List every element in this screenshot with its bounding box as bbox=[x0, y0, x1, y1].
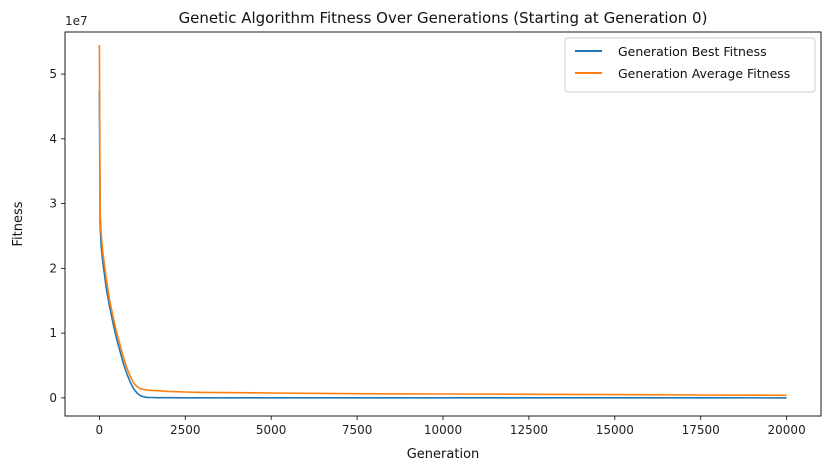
y-tick-label: 2 bbox=[49, 261, 57, 275]
x-tick-label: 12500 bbox=[510, 423, 548, 437]
chart-title: Genetic Algorithm Fitness Over Generatio… bbox=[179, 9, 708, 27]
y-tick-label: 1 bbox=[49, 326, 57, 340]
x-axis-label: Generation bbox=[407, 447, 480, 462]
x-axis-ticks: 0 2500 5000 7500 10000 12500 15000 17500 20000 bbox=[96, 416, 806, 437]
y-axis-multiplier: 1e7 bbox=[65, 14, 88, 28]
y-tick-label: 0 bbox=[49, 391, 57, 405]
y-tick-label: 4 bbox=[49, 132, 57, 146]
x-tick-label: 5000 bbox=[256, 423, 287, 437]
x-tick-label: 15000 bbox=[596, 423, 634, 437]
y-tick-label: 3 bbox=[49, 197, 57, 211]
x-tick-label: 20000 bbox=[768, 423, 806, 437]
x-tick-label: 2500 bbox=[170, 423, 201, 437]
legend-label-average: Generation Average Fitness bbox=[618, 66, 790, 81]
legend-label-best: Generation Best Fitness bbox=[618, 44, 767, 59]
x-tick-label: 7500 bbox=[342, 423, 373, 437]
y-axis-label: Fitness bbox=[11, 201, 26, 246]
legend: Generation Best Fitness Generation Avera… bbox=[564, 37, 816, 93]
series-line-best bbox=[98, 90, 787, 399]
y-tick-label: 5 bbox=[49, 67, 57, 81]
plot-area bbox=[64, 31, 822, 417]
series-layer bbox=[98, 44, 787, 399]
y-axis-ticks: 0 1 2 3 4 5 bbox=[49, 67, 65, 405]
legend-box bbox=[564, 37, 816, 93]
x-tick-label: 0 bbox=[96, 423, 104, 437]
series-line-average bbox=[98, 44, 787, 397]
x-tick-label: 10000 bbox=[424, 423, 462, 437]
x-tick-label: 17500 bbox=[682, 423, 720, 437]
